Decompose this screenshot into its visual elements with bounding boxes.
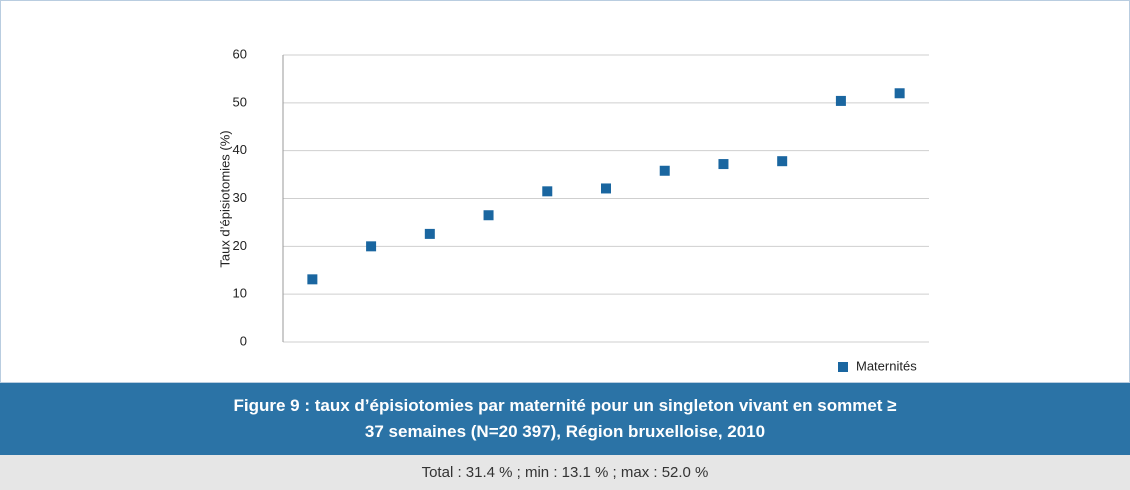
chart: Taux d’épisiotomies (%) 0 10 20 30 40 50 60 Mat…: [0, 0, 1130, 383]
marker: [542, 186, 553, 197]
y-tick-label: 0: [240, 333, 247, 348]
note: Total : 31.4 % ; min : 13.1 % ; max : 52…: [0, 455, 1130, 490]
marker: [777, 156, 788, 167]
marker: [718, 159, 729, 170]
y-tick-label: 20: [233, 238, 247, 253]
marker: [307, 274, 318, 285]
legend-swatch: [838, 362, 848, 372]
marker: [366, 241, 377, 252]
marker: [835, 95, 846, 106]
y-tick-label: 30: [233, 190, 247, 205]
marker: [424, 228, 435, 239]
marker: [601, 183, 611, 194]
y-axis-label: Taux d’épisiotomies (%): [217, 130, 232, 267]
y-tick-label: 60: [233, 46, 247, 61]
y-tick-label: 10: [233, 286, 247, 301]
caption: Figure 9 : taux d’épisiotomies par mater…: [0, 383, 1130, 455]
marker: [483, 210, 494, 221]
marker: [894, 88, 905, 99]
marker: [659, 165, 670, 176]
chart-title: Figure 9 : taux d’épisiotomies par mater…: [233, 396, 897, 441]
y-tick-label: 50: [233, 94, 247, 109]
y-tick-label: 40: [233, 142, 247, 157]
legend-label: Maternités: [856, 358, 917, 373]
